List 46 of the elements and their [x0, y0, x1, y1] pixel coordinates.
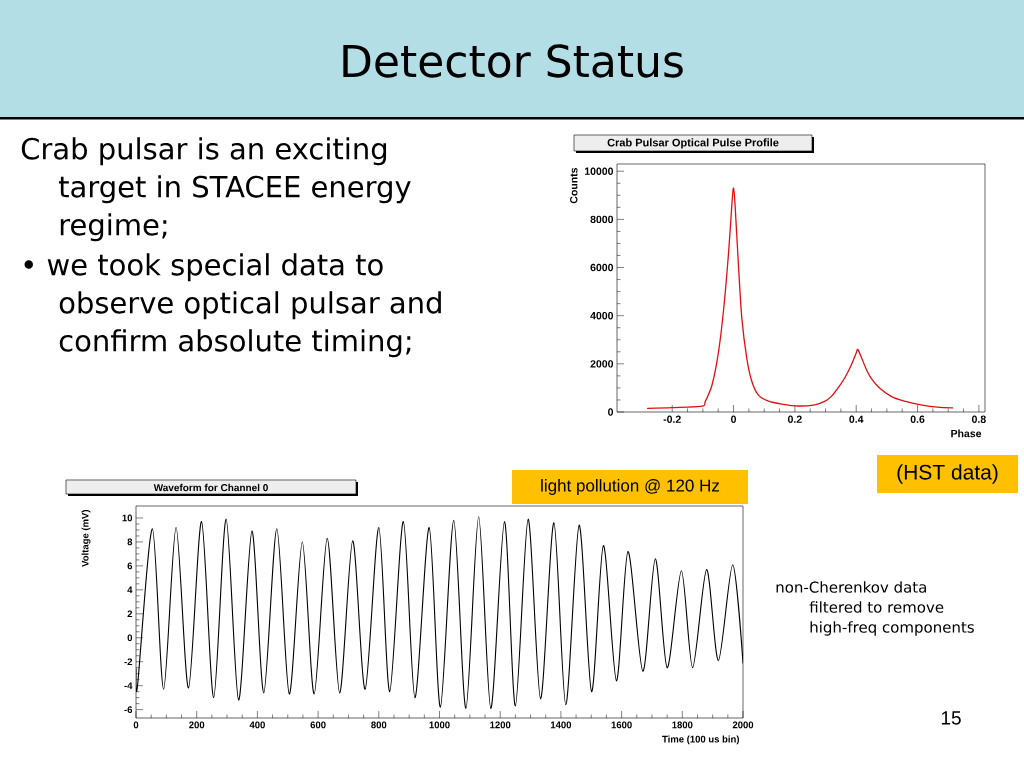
- x-tick-label: 1600: [611, 721, 632, 729]
- text: (HST data): [897, 464, 998, 484]
- y-tick-label: 10: [122, 514, 133, 522]
- y-axis-title: Voltage (mV): [81, 510, 91, 567]
- x-tick-label: 0.8: [972, 415, 986, 423]
- text: Crab pulsar is an exciting target in STACEE energy regime;: [21, 137, 411, 242]
- x-axis-title: Phase: [951, 429, 982, 438]
- x-tick-label: 1200: [490, 721, 511, 729]
- x-tick-label: 0.6: [910, 415, 925, 423]
- x-tick-label: 0: [731, 415, 737, 423]
- y-tick-label: 8: [127, 538, 133, 546]
- x-tick-label: 200: [189, 721, 205, 729]
- x-tick-label: 1000: [429, 721, 450, 729]
- y-tick-label: -6: [124, 706, 133, 713]
- x-tick-label: 800: [371, 721, 387, 729]
- y-tick-label: 0: [127, 634, 133, 642]
- x-tick-label: 1800: [672, 721, 693, 729]
- line-series: [647, 187, 954, 410]
- x-axis-title: Time (100 us bin): [662, 735, 740, 745]
- y-tick-label: 10000: [584, 167, 614, 175]
- x-tick-label: 0: [133, 721, 139, 729]
- chart-title: Crab Pulsar Optical Pulse Profile: [607, 138, 779, 149]
- chart-title: Waveform for Channel 0: [153, 483, 268, 492]
- x-tick-label: 1400: [550, 721, 572, 729]
- text: light pollution @ 120 Hz: [541, 479, 720, 495]
- x-tick-label: -0.2: [663, 415, 681, 423]
- y-tick-label: 6000: [590, 263, 614, 272]
- y-tick-label: 2: [127, 610, 133, 618]
- x-tick-label: 0.2: [788, 415, 802, 423]
- x-tick-label: 2000: [732, 721, 754, 729]
- y-tick-label: 8000: [590, 215, 614, 224]
- text: 15: [941, 711, 961, 725]
- text: Detector Status: [343, 44, 683, 78]
- y-tick-label: 2000: [590, 360, 614, 368]
- y-tick-label: 0: [608, 408, 614, 416]
- y-tick-label: 4000: [590, 311, 614, 320]
- y-axis-title: Counts: [570, 167, 578, 204]
- text: • we took special data to observe optical pulsar and confirm absolute timing;: [24, 253, 441, 358]
- y-tick-label: 6: [127, 562, 133, 570]
- x-tick-label: 600: [310, 721, 326, 729]
- y-tick-label: -4: [124, 682, 133, 689]
- x-tick-label: 0.4: [849, 415, 864, 423]
- y-tick-label: -2: [124, 658, 133, 666]
- x-tick-label: 400: [249, 721, 265, 729]
- text: non-Cherenkov data filtered to remove high-freq components: [776, 581, 974, 636]
- y-tick-label: 4: [127, 586, 133, 594]
